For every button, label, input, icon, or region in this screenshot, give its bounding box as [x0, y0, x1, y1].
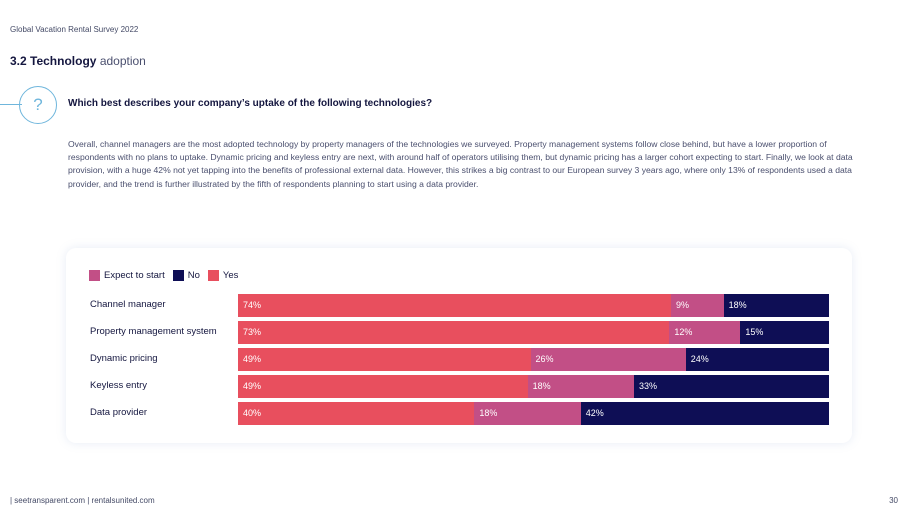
data-label: 33% — [638, 381, 657, 391]
data-label: 24% — [690, 354, 709, 364]
data-label: 15% — [745, 327, 764, 337]
legend-item: No — [172, 270, 200, 281]
section-title: 3.2 Technology adoption — [10, 54, 146, 68]
legend-swatch — [172, 270, 184, 281]
question-mark-glyph: ? — [33, 95, 43, 114]
body-paragraph: Overall, channel managers are the most a… — [68, 139, 853, 189]
bar-segment-expect-to-start: 18% — [527, 375, 634, 398]
data-label: 12% — [674, 327, 693, 337]
bar-segment-no: 33% — [633, 375, 829, 398]
bar-segment-no: 24% — [685, 348, 829, 371]
document-title: Global Vacation Rental Survey 2022 — [10, 25, 139, 34]
legend-swatch — [89, 270, 100, 281]
data-label: 18% — [532, 381, 551, 391]
data-label: 26% — [535, 354, 554, 364]
data-label: 18% — [728, 300, 747, 310]
legend-item: Expect to start — [89, 270, 165, 281]
data-label: 49% — [243, 381, 262, 391]
question-mark-icon: ? — [19, 86, 57, 124]
data-label: 49% — [243, 354, 262, 364]
question-connector-line — [0, 104, 22, 105]
bar-segment-yes: 74% — [238, 294, 671, 317]
stacked-bar: 49% 18% 33% — [238, 375, 829, 398]
legend-swatch — [207, 270, 219, 281]
bar-segment-yes: 49% — [238, 375, 528, 398]
question-heading: Which best describes your company’s upta… — [68, 98, 433, 109]
footer-links: | seetransparent.com | rentalsunited.com — [10, 496, 155, 505]
bar-segment-no: 18% — [723, 294, 829, 317]
bar-segment-expect-to-start: 18% — [474, 402, 581, 425]
legend-item: Yes — [207, 270, 239, 281]
legend-label: Expect to start — [104, 270, 165, 281]
data-label: 42% — [585, 408, 604, 418]
section-title-bold: 3.2 Technology — [10, 54, 97, 68]
data-label: 40% — [243, 408, 262, 418]
page-number: 30 — [889, 496, 898, 505]
bar-segment-no: 42% — [580, 402, 829, 425]
bar-segment-no: 15% — [740, 321, 829, 344]
bar-segment-yes: 49% — [238, 348, 531, 371]
bar-segment-expect-to-start: 26% — [530, 348, 686, 371]
section-title-light: adoption — [99, 54, 146, 68]
legend-label: Yes — [222, 270, 239, 281]
chart-legend: Expect to start No Yes — [89, 270, 246, 281]
stacked-bar: 74% 9% 18% — [238, 294, 829, 317]
category-label: Data provider — [90, 407, 148, 418]
bar-segment-yes: 73% — [238, 321, 670, 344]
bar-segment-expect-to-start: 9% — [671, 294, 724, 317]
category-label: Property management system — [90, 326, 217, 337]
data-label: 18% — [479, 408, 498, 418]
stacked-bar: 73% 12% 15% — [238, 321, 829, 344]
category-label: Dynamic pricing — [90, 353, 158, 364]
data-label: 9% — [676, 300, 690, 310]
stacked-bar: 40% 18% 42% — [238, 402, 829, 425]
stacked-bar: 49% 26% 24% — [238, 348, 829, 371]
bar-segment-yes: 40% — [238, 402, 475, 425]
data-label: 73% — [243, 327, 262, 337]
bar-segment-expect-to-start: 12% — [669, 321, 741, 344]
category-label: Keyless entry — [90, 380, 148, 391]
data-label: 74% — [243, 300, 262, 310]
legend-label: No — [187, 270, 200, 281]
category-label: Channel manager — [90, 299, 166, 310]
